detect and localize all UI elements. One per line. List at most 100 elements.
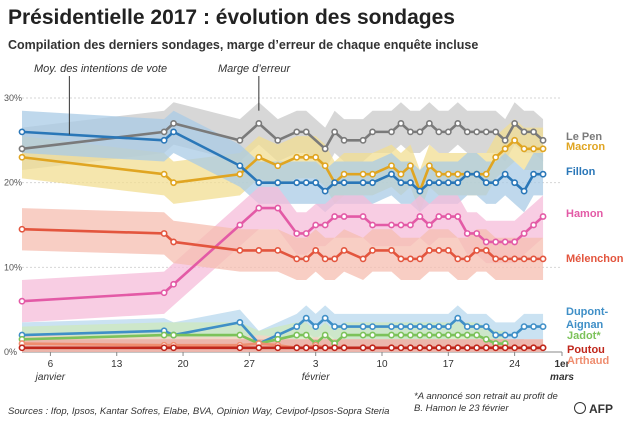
- data-point: [236, 221, 244, 229]
- data-point: [511, 120, 519, 127]
- afp-logo: AFP: [574, 402, 613, 416]
- afp-logo-icon: [574, 402, 586, 414]
- data-point: [444, 213, 452, 220]
- series-label: Mélenchon: [566, 253, 624, 265]
- data-point: [340, 213, 348, 220]
- data-point: [435, 179, 443, 187]
- data-point: [463, 344, 471, 352]
- series-label: Jadot*: [567, 330, 601, 342]
- data-point: [473, 128, 481, 136]
- data-point: [454, 255, 462, 263]
- data-point: [293, 331, 301, 339]
- data-point: [302, 230, 310, 237]
- data-point: [388, 128, 395, 136]
- data-point: [482, 238, 490, 246]
- data-point: [416, 128, 424, 136]
- data-point: [520, 255, 528, 263]
- data-point: [359, 213, 367, 220]
- data-point: [482, 344, 490, 352]
- data-point: [407, 344, 414, 352]
- data-point: [397, 323, 405, 330]
- data-point: [369, 344, 376, 352]
- y-tick-label: 10%: [4, 262, 22, 272]
- series-label: Arthaud: [567, 355, 609, 367]
- data-point: [530, 323, 537, 330]
- data-point: [501, 170, 509, 178]
- data-point: [18, 225, 26, 233]
- y-tick-label: 20%: [4, 178, 22, 188]
- data-point: [369, 170, 376, 178]
- data-point: [454, 213, 462, 220]
- x-tick-sublabel: février: [302, 372, 330, 383]
- data-point: [160, 289, 168, 297]
- data-point: [160, 344, 168, 352]
- data-point: [236, 170, 244, 178]
- x-tick-label: 17: [443, 359, 455, 370]
- data-point: [321, 187, 329, 195]
- data-point: [463, 323, 471, 330]
- footnote: *A annoncé son retrait au profit de B. H…: [414, 391, 558, 414]
- data-point: [425, 246, 433, 254]
- data-point: [388, 162, 395, 170]
- data-point: [369, 221, 376, 229]
- data-point: [530, 145, 537, 153]
- data-point: [454, 314, 462, 322]
- data-point: [539, 136, 547, 144]
- data-point: [340, 323, 348, 330]
- data-point: [463, 230, 471, 237]
- data-point: [482, 179, 490, 187]
- data-point: [359, 344, 367, 352]
- data-point: [255, 344, 263, 352]
- data-point: [444, 246, 452, 254]
- data-point: [340, 331, 348, 339]
- data-point: [170, 344, 177, 352]
- data-point: [359, 331, 367, 339]
- x-tick-label: 6: [48, 359, 54, 370]
- data-point: [520, 128, 528, 136]
- data-point: [274, 162, 282, 170]
- data-point: [501, 145, 509, 153]
- data-point: [170, 179, 177, 187]
- data-point: [492, 255, 500, 263]
- series-label: Poutou: [567, 344, 605, 356]
- data-point: [425, 221, 433, 229]
- data-point: [520, 323, 528, 330]
- data-point: [293, 179, 301, 187]
- data-point: [331, 128, 339, 136]
- data-point: [236, 344, 244, 352]
- data-point: [388, 323, 395, 330]
- data-point: [340, 246, 348, 254]
- data-point: [321, 331, 329, 339]
- data-point: [388, 344, 395, 352]
- data-point: [293, 255, 301, 263]
- data-point: [482, 335, 490, 343]
- margin-band: [22, 110, 544, 213]
- data-point: [539, 323, 547, 330]
- data-point: [425, 331, 433, 339]
- data-point: [160, 170, 168, 178]
- margin-annotation: Marge d’erreur: [218, 63, 291, 75]
- data-point: [236, 331, 244, 339]
- data-point: [388, 331, 395, 339]
- data-point: [435, 128, 443, 136]
- average-annotation: Moy. des intentions de vote: [34, 63, 167, 75]
- data-point: [359, 136, 367, 144]
- x-tick-sublabel: janvier: [34, 372, 66, 383]
- y-tick-label: 0%: [4, 347, 17, 357]
- data-point: [255, 153, 263, 161]
- data-point: [444, 179, 452, 187]
- data-point: [492, 331, 500, 339]
- data-point: [501, 344, 509, 352]
- data-point: [18, 145, 26, 153]
- data-point: [302, 331, 310, 339]
- data-point: [160, 230, 168, 237]
- x-tick-label: 27: [244, 359, 256, 370]
- data-point: [492, 153, 500, 161]
- data-point: [274, 344, 282, 352]
- data-point: [511, 136, 519, 144]
- data-point: [463, 255, 471, 263]
- data-point: [340, 136, 348, 144]
- data-point: [397, 255, 405, 263]
- data-point: [539, 255, 547, 263]
